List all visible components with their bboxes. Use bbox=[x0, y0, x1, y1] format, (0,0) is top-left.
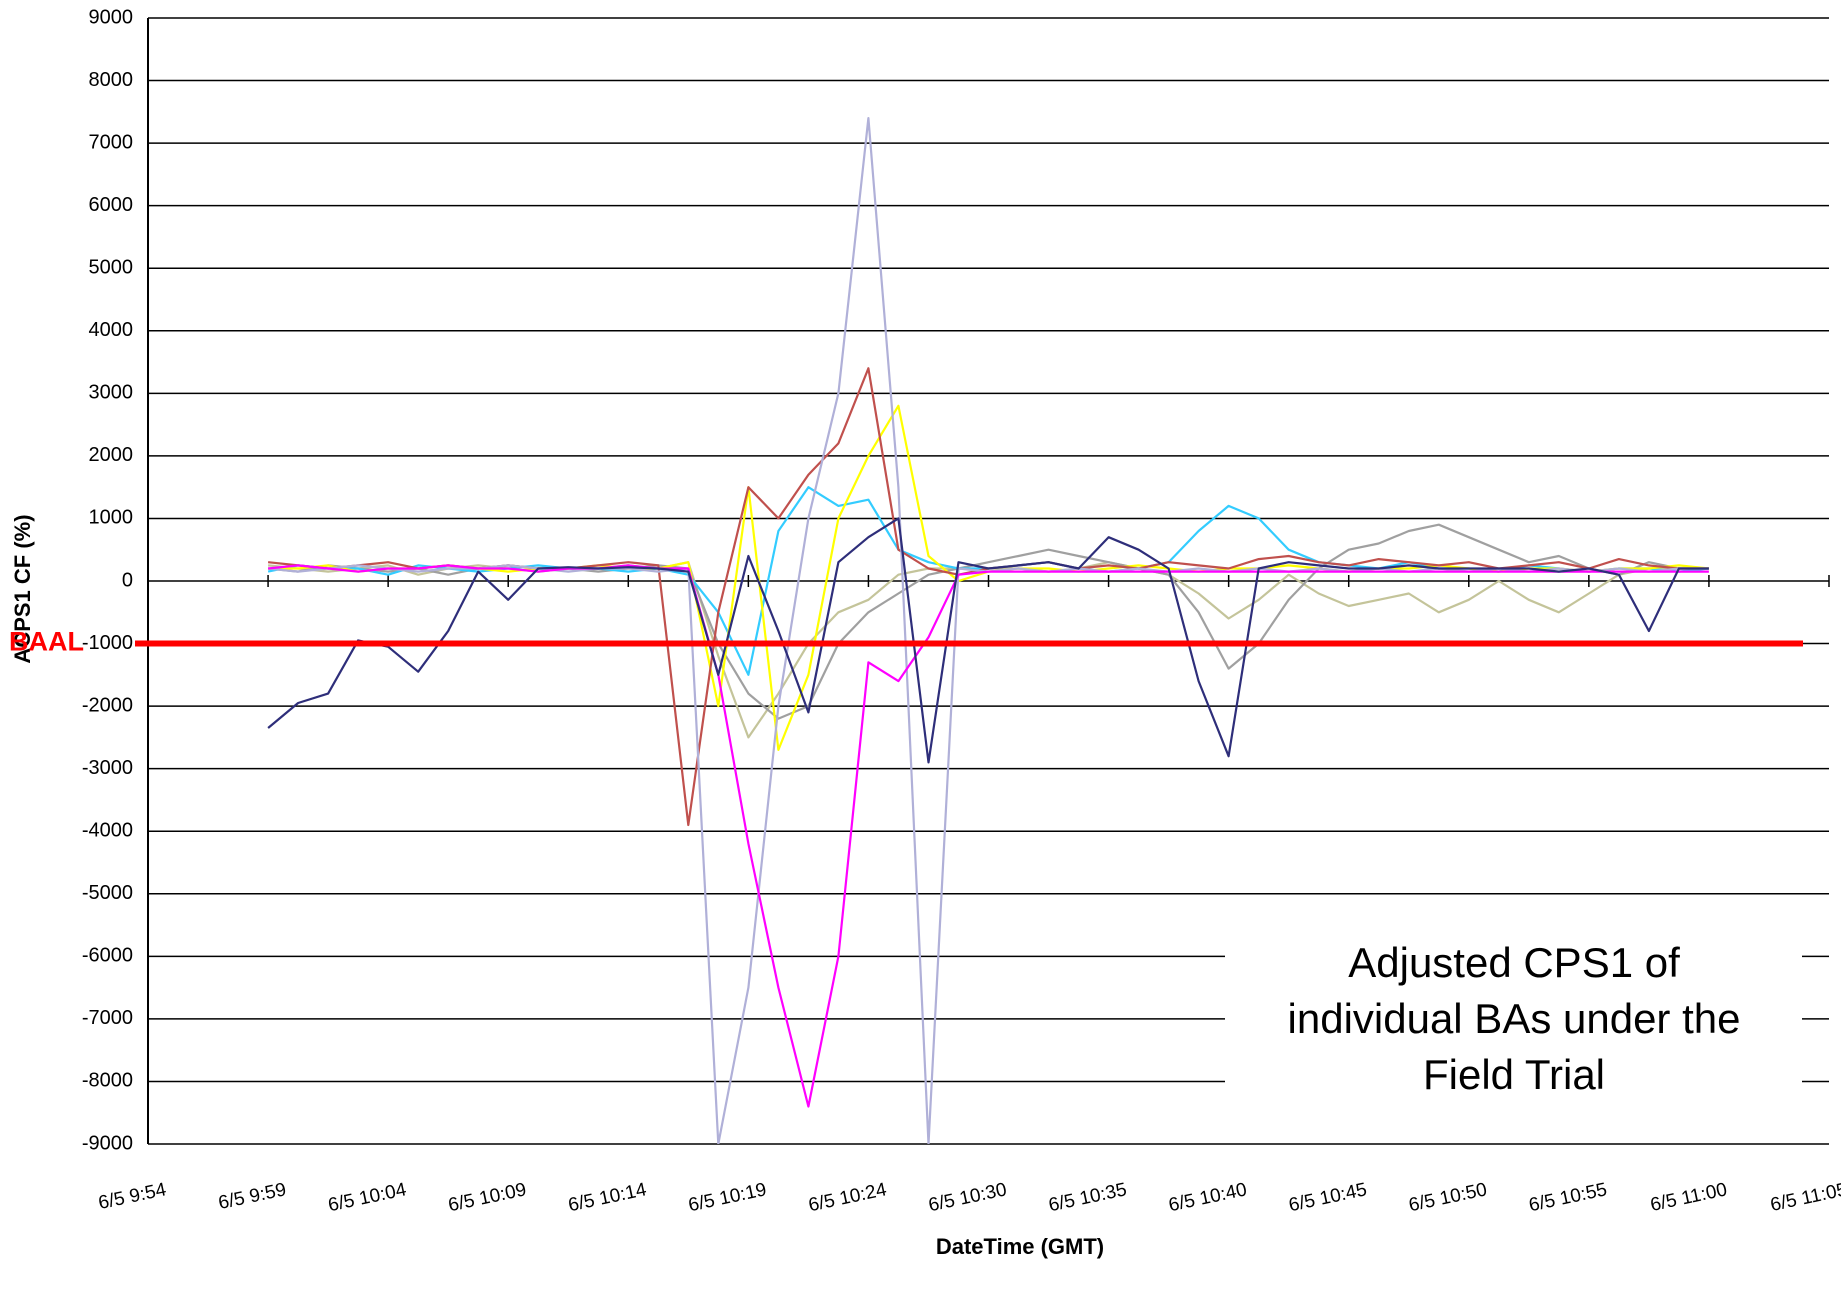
series-line bbox=[267, 367, 1709, 827]
x-tick-label: 6/5 11:00 bbox=[1649, 1179, 1729, 1216]
x-tick-label: 6/5 10:14 bbox=[566, 1179, 648, 1216]
y-tick-label: 8000 bbox=[89, 69, 134, 91]
annotation-text: individual BAs under the bbox=[1288, 995, 1741, 1042]
x-tick-label: 6/5 10:24 bbox=[807, 1179, 889, 1216]
y-tick-label: 0 bbox=[122, 569, 133, 591]
y-tick-label: -7000 bbox=[82, 1007, 133, 1029]
y-axis-title: ACPS1 CF (%) bbox=[10, 514, 35, 663]
y-tick-label: -1000 bbox=[82, 632, 133, 654]
y-tick-label: -3000 bbox=[82, 757, 133, 779]
y-tick-label: -6000 bbox=[82, 945, 133, 967]
series-line bbox=[267, 523, 1709, 720]
y-tick-label: 3000 bbox=[89, 382, 134, 404]
y-tick-label: 1000 bbox=[89, 507, 134, 529]
baal-label: BAAL bbox=[9, 627, 84, 657]
x-tick-label: 6/5 9:54 bbox=[97, 1179, 169, 1214]
y-tick-label: 7000 bbox=[89, 131, 134, 153]
y-tick-label: -4000 bbox=[82, 820, 133, 842]
y-tick-label: -5000 bbox=[82, 882, 133, 904]
annotation-box bbox=[1225, 930, 1802, 1113]
y-tick-label: -8000 bbox=[82, 1070, 133, 1092]
x-tick-label: 6/5 10:30 bbox=[927, 1179, 1009, 1216]
series-line bbox=[267, 517, 1709, 764]
x-tick-label: 6/5 10:35 bbox=[1047, 1179, 1129, 1216]
y-tick-label: 5000 bbox=[89, 257, 134, 279]
x-tick-label: 6/5 10:45 bbox=[1287, 1179, 1369, 1216]
y-tick-label: 2000 bbox=[89, 444, 134, 466]
series-line bbox=[267, 564, 1709, 1108]
y-tick-label: 9000 bbox=[89, 6, 134, 28]
x-tick-label: 6/5 10:40 bbox=[1167, 1179, 1249, 1216]
x-tick-label: 6/5 10:19 bbox=[687, 1179, 769, 1216]
x-tick-label: 6/5 10:09 bbox=[446, 1179, 528, 1216]
x-axis-title: DateTime (GMT) bbox=[936, 1234, 1104, 1259]
x-tick-label: 6/5 9:59 bbox=[217, 1179, 289, 1214]
annotation-text: Adjusted CPS1 of bbox=[1348, 939, 1680, 986]
x-tick-label: 6/5 11:05 bbox=[1769, 1179, 1841, 1216]
y-tick-label: -9000 bbox=[82, 1132, 133, 1154]
series-line bbox=[267, 561, 1709, 739]
x-tick-label: 6/5 10:50 bbox=[1407, 1179, 1489, 1216]
y-tick-label: 4000 bbox=[89, 319, 134, 341]
y-tick-label: 6000 bbox=[89, 194, 134, 216]
x-tick-label: 6/5 10:55 bbox=[1527, 1179, 1609, 1216]
y-tick-label: -2000 bbox=[82, 694, 133, 716]
annotation-text: Field Trial bbox=[1423, 1051, 1605, 1098]
x-tick-label: 6/5 10:04 bbox=[326, 1179, 408, 1216]
